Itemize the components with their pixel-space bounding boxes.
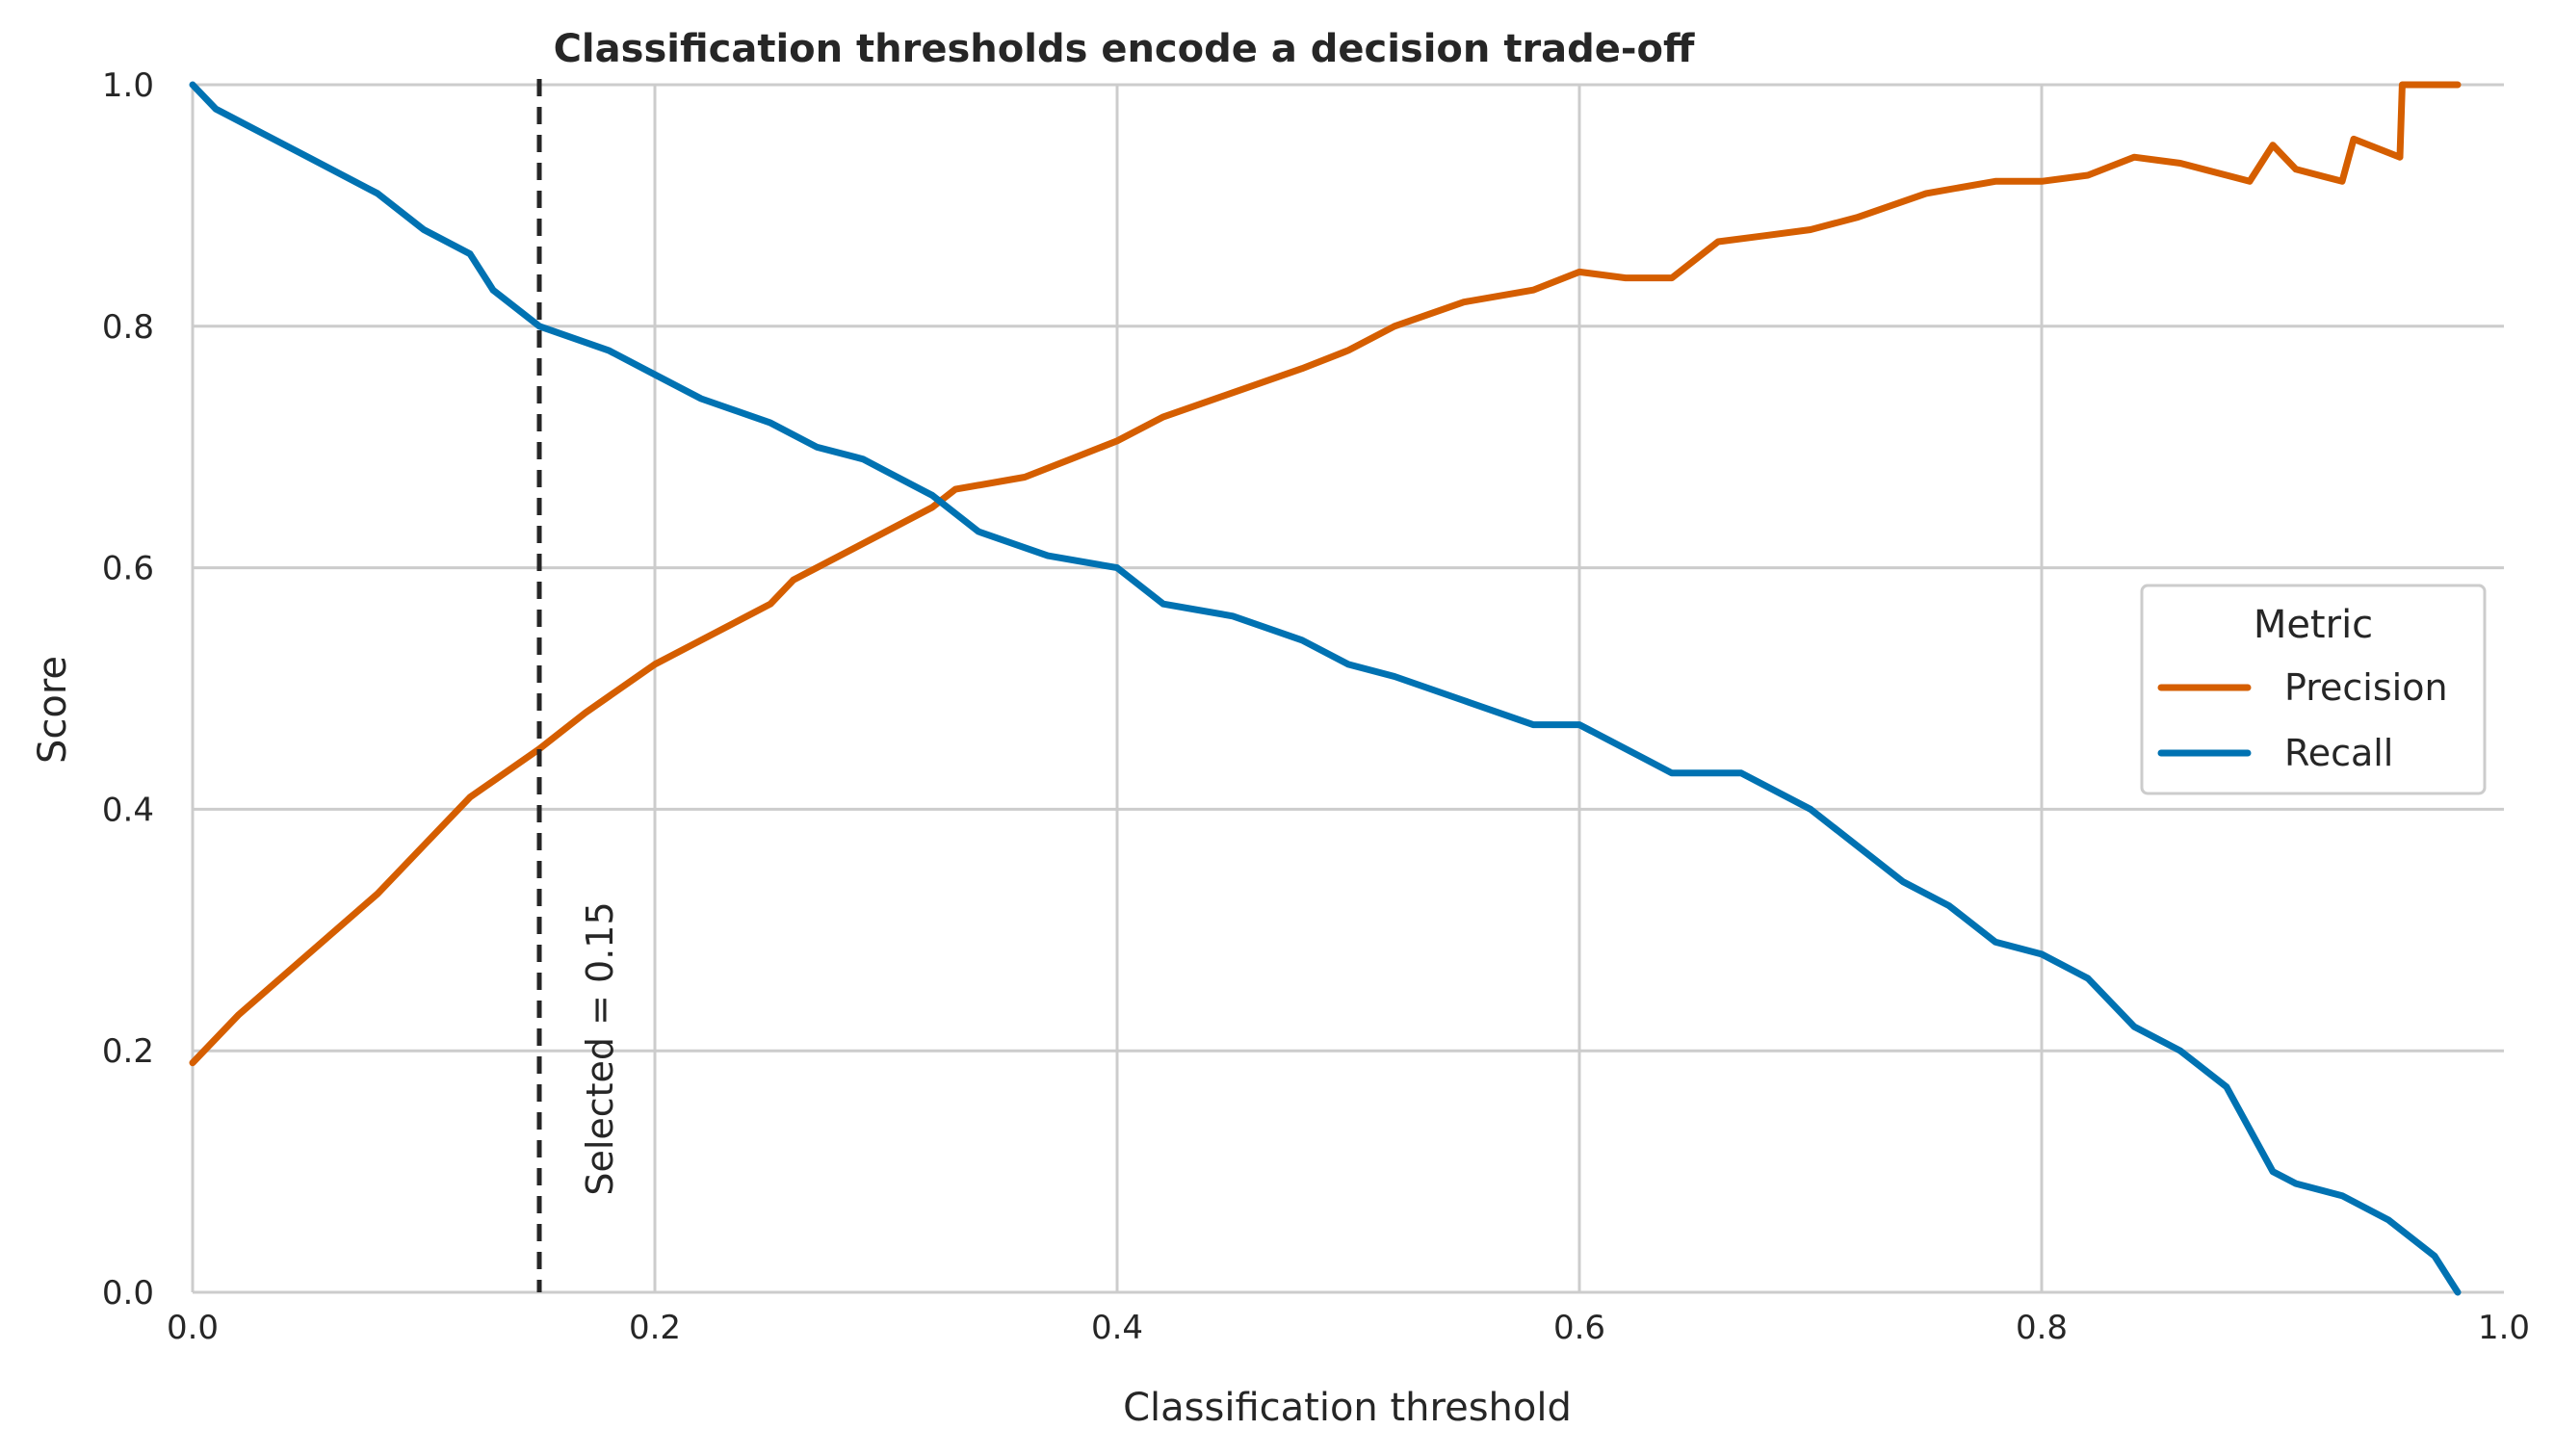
y-tick-label: 0.4	[102, 791, 154, 829]
chart-title: Classification thresholds encode a decis…	[554, 27, 1695, 71]
selected-threshold-label: Selected = 0.15	[579, 901, 621, 1195]
grid	[193, 83, 2504, 1292]
legend-title: Metric	[2254, 603, 2373, 647]
y-tick-label: 0.2	[102, 1032, 154, 1071]
y-tick-label: 0.6	[102, 550, 154, 588]
legend-frame	[2140, 584, 2487, 795]
x-tick-label: 0.4	[1091, 1309, 1143, 1347]
legend-label-precision: Precision	[2284, 666, 2448, 709]
series-line-precision	[189, 81, 2462, 1067]
legend: Metric Precision Recall	[2140, 584, 2487, 795]
x-tick-label: 1.0	[2478, 1309, 2530, 1347]
axis-spines	[191, 85, 2504, 1294]
y-tick-label: 0.0	[102, 1274, 154, 1313]
y-axis-label: Score	[31, 656, 75, 764]
x-tick-label: 0.0	[167, 1309, 219, 1347]
x-tick-label: 0.8	[2016, 1309, 2068, 1347]
x-tick-label: 0.2	[629, 1309, 681, 1347]
y-tick-label: 1.0	[102, 66, 154, 105]
x-tick-label: 0.6	[1553, 1309, 1605, 1347]
series-lines	[189, 81, 2462, 1296]
y-tick-label: 0.8	[102, 308, 154, 347]
legend-label-recall: Recall	[2284, 732, 2393, 774]
x-tick-labels: 0.0 0.2 0.4 0.6 0.8 1.0	[167, 1309, 2530, 1347]
y-tick-labels: 0.0 0.2 0.4 0.6 0.8 1.0	[102, 66, 154, 1313]
series-line-recall	[189, 81, 2462, 1296]
x-axis-label: Classification threshold	[1123, 1386, 1572, 1430]
